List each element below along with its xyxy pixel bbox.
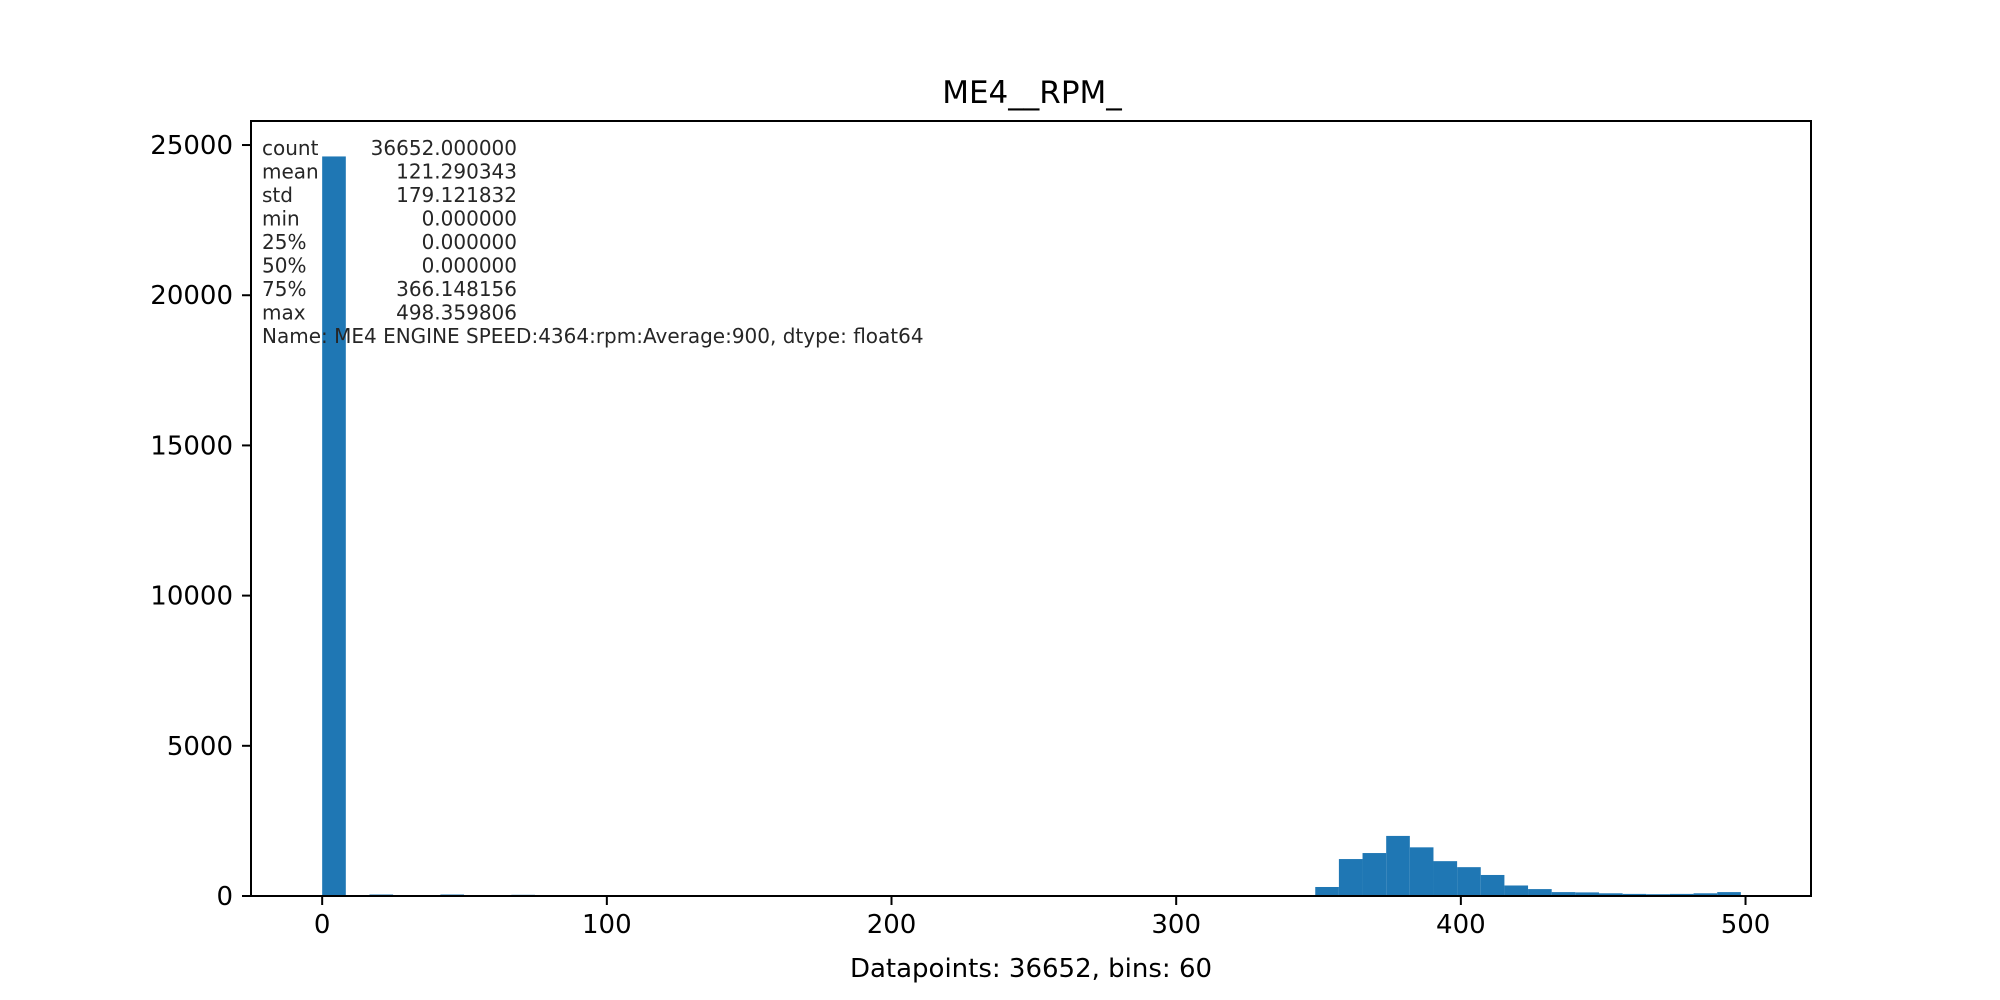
histogram-bar [1528,889,1552,896]
histogram-bar [1551,892,1576,896]
stats-key: mean [262,160,319,184]
stats-key: 50% [262,254,306,278]
histogram-bar [1338,859,1363,896]
plot-frame [250,120,1812,897]
chart-title: ME4__RPM_ [942,75,1122,111]
x-tick-label: 400 [1436,910,1486,940]
stats-key: min [262,207,300,231]
y-axis: 0 5000 10000 15000 20000 25000 [150,131,251,912]
histogram-bar [1693,893,1718,896]
histogram-bar [1622,893,1647,896]
y-tick-label: 15000 [150,431,233,461]
histogram-bar [322,156,346,896]
x-tick-label: 500 [1721,910,1771,940]
y-tick-label: 0 [216,882,233,912]
x-axis-label: Datapoints: 36652, bins: 60 [850,954,1212,984]
histogram-bar [1362,853,1387,896]
x-tick-label: 300 [1151,910,1201,940]
stats-value: 179.121832 [396,183,517,207]
x-tick-label: 100 [582,910,632,940]
histogram-bar [1575,892,1599,896]
stats-key: 25% [262,230,306,254]
stats-value: 0.000000 [422,207,517,231]
stats-name-line: Name: ME4 ENGINE SPEED:4364:rpm:Average:… [262,324,924,348]
histogram-bar [1409,847,1434,896]
histogram-bar [1504,885,1529,896]
stats-value: 0.000000 [422,254,517,278]
x-tick-label: 200 [867,910,917,940]
stats-value: 0.000000 [422,230,517,254]
histogram-bar [1598,893,1623,896]
y-tick-label: 20000 [150,281,233,311]
histogram-bar [1457,867,1481,896]
stats-key: 75% [262,277,306,301]
histogram-bar [1433,861,1458,896]
stats-value: 366.148156 [396,277,517,301]
stats-key: max [262,301,306,325]
bars-group [322,156,1741,896]
stats-key: count [262,136,319,160]
histogram-bar [1386,835,1410,896]
x-axis: 0 100 200 300 400 500 [314,896,1770,940]
y-tick-label: 25000 [150,131,233,161]
stats-annotation: count 36652.000000 mean 121.290343 std 179.12… [262,136,924,348]
histogram-bar [1315,886,1339,896]
x-tick-label: 0 [314,910,331,940]
stats-value: 36652.000000 [371,136,517,160]
y-tick-label: 10000 [150,582,233,612]
y-tick-label: 5000 [167,732,233,762]
histogram-bar [1480,874,1505,896]
histogram-bar [1669,893,1694,896]
stats-value: 498.359806 [396,301,517,325]
stats-key: std [262,183,293,207]
stats-value: 121.290343 [396,160,517,184]
histogram-bar [1717,892,1741,896]
